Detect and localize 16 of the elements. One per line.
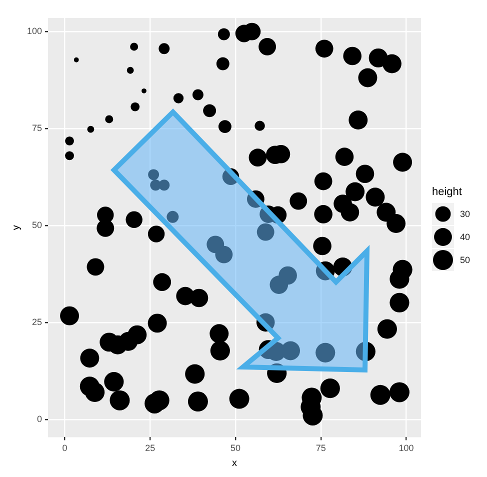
x-tick-label: 75	[316, 443, 326, 454]
legend-title: height	[432, 186, 463, 198]
legend-label: 30	[460, 208, 470, 218]
y-tick-label: 100	[26, 26, 42, 36]
y-tick-label: 25	[32, 316, 42, 327]
legend-label: 40	[460, 232, 470, 242]
y-axis-title: y	[10, 225, 22, 230]
x-tick-label: 50	[230, 443, 241, 454]
x-tick-label: 25	[145, 443, 156, 454]
y-tick-label: 75	[32, 123, 42, 134]
y-tick-label: 0	[37, 414, 42, 424]
x-tick-label: 100	[398, 443, 414, 454]
y-tick-label: 50	[32, 220, 42, 230]
x-tick-label: 0	[62, 443, 68, 454]
legend-label: 50	[460, 254, 470, 264]
x-axis-title: x	[232, 458, 238, 469]
